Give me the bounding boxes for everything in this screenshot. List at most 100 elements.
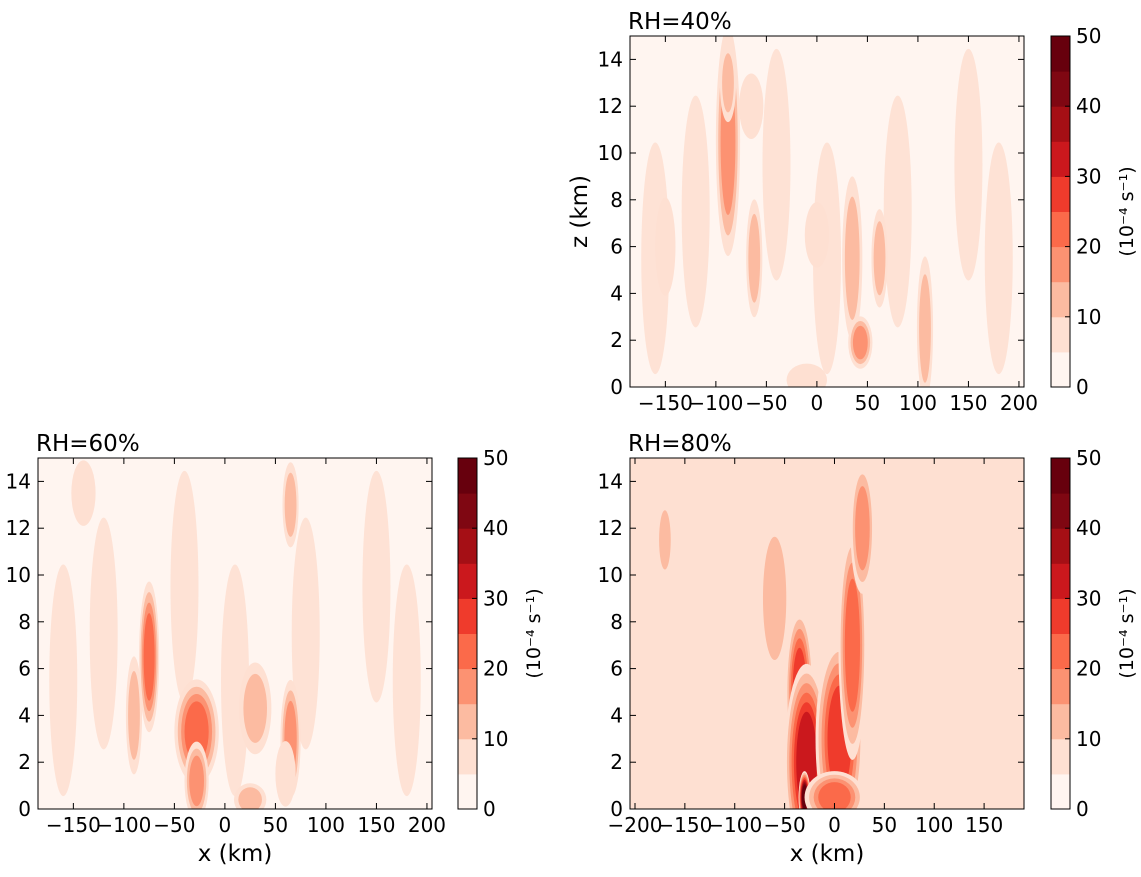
contour-feature: [692, 626, 717, 758]
x-tick-label: −50: [745, 391, 787, 415]
x-tick-label: −100: [688, 391, 743, 415]
y-tick-label: 12: [598, 94, 623, 118]
x-tick-label: 150: [965, 813, 1003, 837]
y-tick-label: 4: [610, 281, 623, 305]
y-tick-label: 14: [598, 47, 623, 71]
contour-level-3: [852, 325, 868, 360]
contour-feature: [916, 256, 934, 387]
colorbar-label: (10⁻⁴ s⁻¹): [523, 588, 545, 678]
weak-field-streak: [970, 470, 999, 703]
weak-field-streak: [89, 517, 118, 750]
colorbar-band: [1051, 246, 1070, 283]
colorbar-band: [1051, 668, 1070, 705]
contour-level-2: [762, 536, 787, 661]
x-tick-label: 150: [949, 391, 987, 415]
colorbar-tick-label: 10: [1076, 305, 1101, 329]
y-tick-label: 0: [610, 375, 623, 399]
contour-level-1: [692, 626, 717, 758]
colorbar-band: [1051, 598, 1070, 634]
y-tick-label: 2: [610, 328, 623, 352]
colorbar-tick-label: 0: [1076, 375, 1089, 399]
x-tick-label: 150: [357, 813, 395, 837]
x-tick-label: −50: [153, 813, 195, 837]
weak-field-streak: [660, 564, 689, 797]
x-tick-label: 50: [263, 813, 288, 837]
colorbar-band: [458, 458, 477, 494]
colorbar-band: [1051, 563, 1070, 599]
contour-feature: [719, 43, 737, 123]
colorbar-band: [1051, 738, 1070, 775]
contour-feature: [239, 662, 272, 755]
contour-level-1: [71, 460, 96, 526]
y-tick-label: 8: [18, 610, 31, 634]
axes-frame: [629, 35, 1025, 388]
colorbar-tick-label: 20: [483, 657, 508, 681]
contour-feature: [758, 516, 791, 681]
colorbar-band: [458, 598, 477, 634]
x-tick-label: −50: [763, 813, 805, 837]
contour-feature: [804, 202, 830, 268]
colorbar-band: [1051, 633, 1070, 670]
contour-feature: [282, 462, 299, 548]
colorbar-tick-label: 40: [483, 516, 508, 540]
y-tick-label: 2: [18, 750, 31, 774]
contour-level-2: [919, 274, 931, 383]
contour-level-1: [655, 197, 676, 296]
colorbar-tick-label: 10: [1076, 727, 1101, 751]
weak-field-streak: [49, 564, 78, 797]
colorbar-label: (10⁻⁴ s⁻¹): [1116, 166, 1138, 256]
colorbar-band: [458, 738, 477, 775]
colorbar-band: [1051, 71, 1070, 107]
contour-level-2: [128, 671, 140, 760]
colorbar-tick-label: 0: [483, 797, 496, 821]
colorbar-band: [1051, 141, 1070, 177]
colorbar-frame: [457, 457, 478, 810]
y-tick-label: 4: [18, 703, 31, 727]
x-tick-label: 200: [1000, 391, 1038, 415]
x-axis: −150−100 −50 0 50 100 150 200 x (km): [46, 458, 446, 867]
x-axis: −150−100 −50 0 50 100 150 200: [638, 36, 1038, 415]
colorbar-band: [1051, 773, 1070, 810]
colorbar-band: [1051, 351, 1070, 388]
y-tick-label: 4: [610, 703, 623, 727]
colorbar-band: [1051, 316, 1070, 353]
contour-level-3: [855, 486, 870, 571]
contour-level-4: [844, 578, 861, 712]
y-tick-label: 8: [610, 610, 623, 634]
x-tick-label: 50: [872, 813, 897, 837]
y-tick-label: 6: [610, 235, 623, 259]
x-tick-label: −150: [657, 813, 712, 837]
colorbar-band: [458, 493, 477, 529]
colorbar-band: [1051, 458, 1070, 494]
contour-feature: [71, 460, 96, 526]
colorbar-band: [1051, 36, 1070, 72]
x-axis-label: x (km): [790, 841, 865, 867]
contour-level-4: [143, 613, 155, 701]
y-tick-label: 0: [18, 797, 31, 821]
x-tick-label: −100: [96, 813, 151, 837]
contour-feature: [739, 73, 764, 139]
contour-level-2: [659, 510, 671, 570]
colorbar-tick-label: 50: [1076, 446, 1101, 470]
x-tick-label: −150: [638, 391, 693, 415]
contour-feature: [184, 741, 209, 809]
colorbar-band: [1051, 106, 1070, 142]
panel-title: RH=60%: [36, 431, 140, 457]
colorbar-band: [458, 668, 477, 705]
y-tick-label: 12: [6, 516, 31, 540]
contour-feature: [233, 783, 267, 809]
contour-feature: [871, 209, 888, 308]
contour-level-4: [818, 782, 851, 809]
y-tick-label: 2: [610, 750, 623, 774]
colorbar-band: [458, 703, 477, 740]
contour-feature: [656, 500, 673, 580]
x-tick-label: 0: [828, 813, 841, 837]
colorbar-band: [1051, 493, 1070, 529]
contour-feature: [804, 771, 865, 809]
colorbar-band: [1051, 703, 1070, 740]
contour-level-2: [873, 221, 886, 296]
x-tick-label: −150: [46, 813, 101, 837]
colorbar-tick-label: 40: [1076, 516, 1101, 540]
weak-field-streak: [1000, 564, 1024, 797]
